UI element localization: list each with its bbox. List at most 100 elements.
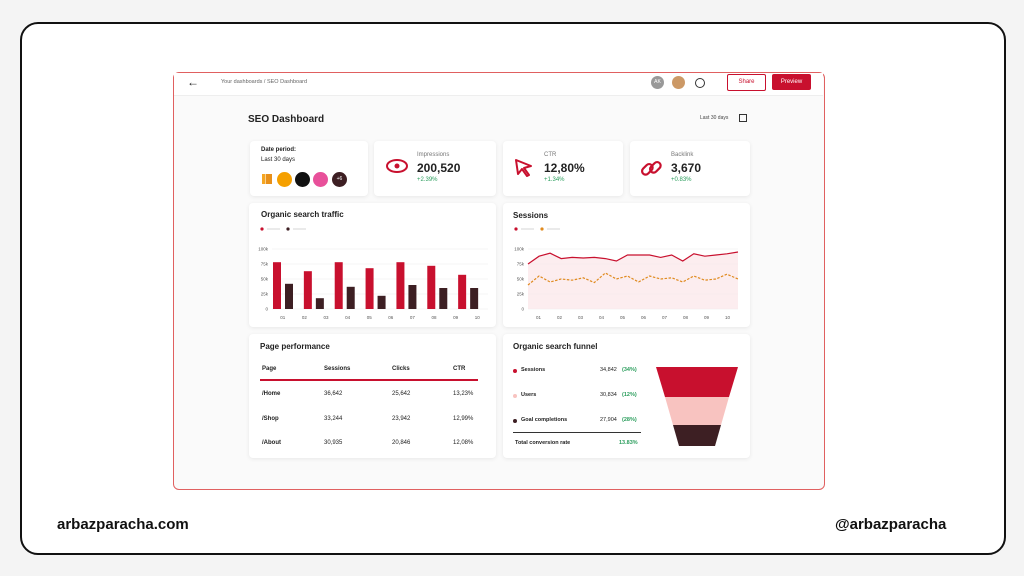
kpi-label: Backlink (671, 152, 694, 158)
back-arrow[interactable]: ← (187, 75, 199, 89)
source-icon (295, 172, 310, 187)
y-tick-label: 100k (258, 247, 269, 252)
kpi-label: CTR (544, 152, 557, 158)
legend-marker (260, 227, 264, 231)
funnel-share: (34%) (622, 367, 637, 373)
kpi-value: 200,520 (417, 161, 461, 175)
y-tick-label: 25k (261, 292, 269, 297)
column-header: Sessions (324, 366, 351, 372)
date-card: Date period: Last 30 days +6 (250, 141, 368, 196)
funnel-shape (656, 367, 738, 446)
column-header: CTR (453, 366, 466, 372)
x-tick-label: 10 (475, 315, 481, 320)
y-tick-label: 75k (517, 262, 525, 267)
table-cell: 12,08% (453, 440, 474, 446)
x-tick-label: 02 (557, 315, 563, 320)
bar (427, 265, 436, 309)
table-cell: 30,935 (324, 440, 343, 446)
avatar-photo[interactable] (672, 76, 685, 89)
x-tick-label: 06 (641, 315, 647, 320)
bar (334, 262, 343, 309)
kpi-card: Impressions 200,520 +2.39% (374, 141, 496, 196)
y-tick-label: 50k (261, 277, 269, 282)
kpi-label: Impressions (417, 152, 450, 158)
funnel-label: Sessions (521, 367, 546, 373)
x-tick-label: 07 (410, 315, 416, 320)
funnel-label: Goal completions (521, 417, 568, 423)
x-tick-label: 09 (704, 315, 710, 320)
eye-icon (386, 159, 408, 173)
funnel-label: Users (521, 392, 537, 398)
source-icon (313, 172, 328, 187)
kpi-card: CTR 12,80% +1.34% (503, 141, 623, 196)
chart-title: Sessions (513, 211, 549, 220)
title: SEO Dashboard (248, 114, 325, 125)
legend-marker (540, 227, 544, 231)
y-tick-label: 0 (265, 307, 268, 312)
footer-left: arbazparacha.com (57, 516, 189, 533)
kpi-value: 3,670 (671, 161, 702, 175)
funnel-share: (28%) (622, 417, 637, 423)
table-cell: 13,23% (453, 391, 474, 397)
calendar-icon[interactable] (739, 114, 747, 122)
y-tick-label: 100k (514, 247, 525, 252)
more-sources[interactable]: +6 (332, 172, 347, 187)
kpi-value: 12,80% (544, 161, 585, 175)
x-tick-label: 03 (323, 315, 329, 320)
line-card: Sessions 0 25k 50k 75k 100k 01 02 03 04 05 06 07 08 0… (503, 203, 750, 327)
table-cell: 33,244 (324, 415, 343, 422)
bar (470, 288, 479, 309)
analytics-icon (262, 174, 272, 184)
date-range[interactable]: Last 30 days (700, 115, 729, 121)
chat-icon[interactable] (695, 78, 705, 88)
funnel-share: (12%) (622, 392, 637, 398)
line (527, 251, 739, 265)
bar (285, 283, 293, 309)
x-tick-label: 05 (620, 315, 626, 320)
legend-marker (514, 227, 518, 231)
y-tick-label: 25k (517, 292, 525, 297)
header-rule (260, 379, 478, 381)
table-cell: /About (262, 440, 281, 446)
kpi-change: +1.34% (544, 177, 565, 183)
x-tick-label: 04 (599, 315, 605, 320)
funnel-value: 34,842 (600, 367, 617, 373)
table-cell: 25,642 (392, 391, 411, 397)
share-button[interactable]: Share (727, 74, 766, 91)
table-cell: 12,99% (453, 415, 474, 422)
x-tick-label: 10 (725, 315, 731, 320)
funnel-title: Organic search funnel (513, 342, 598, 351)
x-tick-label: 05 (367, 315, 373, 320)
bar (458, 274, 467, 309)
y-tick-label: 75k (261, 262, 269, 267)
funnel-value: 30,834 (600, 392, 617, 398)
column-header: Page (262, 366, 277, 372)
y-tick-label: 0 (521, 307, 524, 312)
bar (439, 288, 448, 309)
y-tick-label: 50k (517, 277, 525, 282)
breadcrumb[interactable]: Your dashboards / SEO Dashboard (221, 79, 308, 85)
x-tick-label: 09 (453, 315, 459, 320)
source-icon (277, 172, 292, 187)
bar (408, 285, 417, 309)
x-tick-label: 06 (388, 315, 394, 320)
table-cell: /Home (262, 391, 281, 397)
funnel-value: 27,904 (600, 417, 617, 423)
bar (315, 298, 324, 309)
chart-title: Organic search traffic (261, 210, 344, 219)
link-icon (640, 160, 662, 176)
legend-dot (513, 368, 517, 373)
kpi-card: Backlink 3,670 +0.83% (630, 141, 750, 196)
legend-dot (513, 393, 517, 398)
bar (365, 268, 374, 309)
footer-right: @arbazparacha (835, 516, 947, 533)
line-chart: 0 25k 50k 75k 100k 01 02 03 04 05 06 07 08 09 10 (514, 227, 739, 320)
table-cell: 23,942 (392, 415, 411, 422)
kpi-change: +2.39% (417, 177, 438, 183)
x-tick-label: 08 (683, 315, 689, 320)
legend-marker (286, 227, 290, 231)
avatar[interactable]: AK (651, 76, 664, 89)
total-value: 13.83% (619, 440, 638, 446)
preview-button[interactable]: Preview (772, 74, 811, 90)
